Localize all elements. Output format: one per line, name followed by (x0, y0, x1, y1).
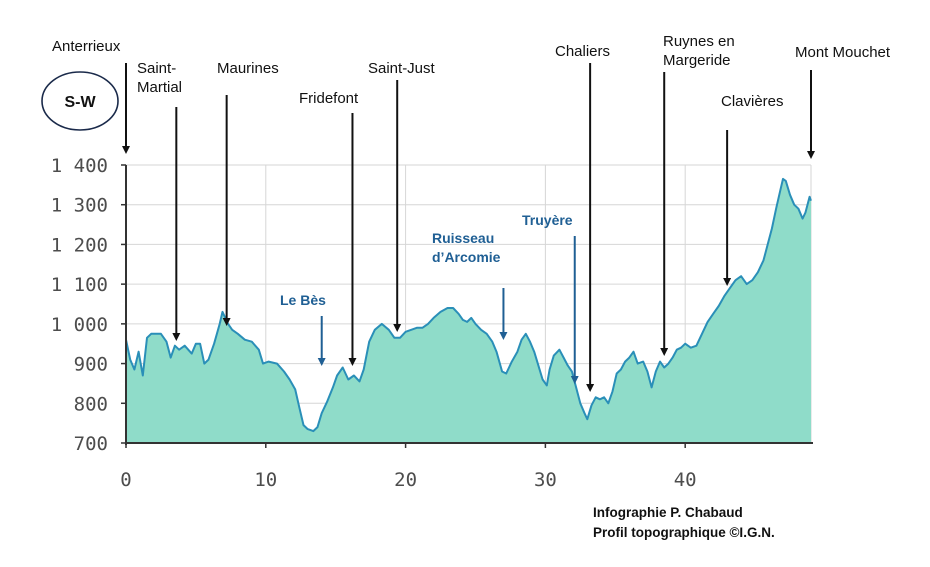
y-tick-label: 900 (74, 354, 108, 376)
place-label: Ruynes en Margeride (660, 33, 735, 356)
place-label-text: Maurines (217, 60, 279, 77)
place-label: Saint- Martial (137, 60, 182, 341)
river-label: Truyère (522, 212, 579, 384)
x-tick-label: 40 (674, 469, 697, 491)
place-label: Saint-Just (368, 60, 436, 332)
place-labels: Anterrieux Saint- Martial Maurines Fridefont… (52, 33, 891, 392)
river-label: Le Bès (280, 292, 326, 366)
y-tick-label: 1 100 (51, 274, 108, 296)
river-label: Ruisseau d’Arcomie (432, 230, 508, 340)
river-label-text: Ruisseau (432, 230, 494, 246)
place-label-text: Saint- (137, 60, 176, 77)
y-tick-label: 800 (74, 393, 108, 415)
elevation-area (125, 177, 812, 443)
x-tick-label: 20 (394, 469, 417, 491)
direction-badge-text: S-W (64, 94, 96, 111)
place-label-text: Fridefont (299, 90, 359, 107)
y-tick-label: 1 000 (51, 314, 108, 336)
x-tick-label: 10 (254, 469, 277, 491)
y-tick-label: 1 400 (51, 155, 108, 177)
y-tick-label: 1 300 (51, 195, 108, 217)
place-label: Fridefont (299, 90, 359, 366)
x-tick-label: 30 (534, 469, 557, 491)
place-label-text: Clavières (721, 93, 784, 110)
axes: 700 800 900 1 000 1 100 1 200 1 300 1 400 0 10 20 3… (51, 155, 813, 491)
y-tick-label: 1 200 (51, 234, 108, 256)
place-label-text: Saint-Just (368, 60, 436, 77)
river-label-text: Truyère (522, 212, 573, 228)
y-tick-label: 700 (74, 433, 108, 455)
river-label-text: d’Arcomie (432, 249, 501, 265)
credit-line-1: Infographie P. Chabaud (593, 505, 743, 520)
place-label-text: Ruynes en (663, 33, 735, 50)
place-label: Anterrieux (52, 38, 130, 154)
place-label-text: Mont Mouchet (795, 44, 891, 61)
place-label: Chaliers (555, 43, 610, 392)
credit-line-2: Profil topographique ©I.G.N. (593, 525, 775, 540)
elevation-line (125, 177, 812, 433)
place-label-text: Chaliers (555, 43, 610, 60)
river-labels: Le Bès Ruisseau d’Arcomie Truyère (280, 212, 579, 384)
elevation-fill (126, 178, 811, 443)
place-label-text: Martial (137, 79, 182, 96)
place-label: Mont Mouchet (795, 44, 891, 159)
place-label: Maurines (217, 60, 279, 326)
x-tick-label: 0 (120, 469, 131, 491)
river-label-text: Le Bès (280, 292, 326, 308)
place-label: Clavières (721, 93, 784, 286)
place-label-text: Margeride (663, 52, 731, 69)
direction-badge (41, 71, 119, 131)
place-label-text: Anterrieux (52, 38, 121, 55)
